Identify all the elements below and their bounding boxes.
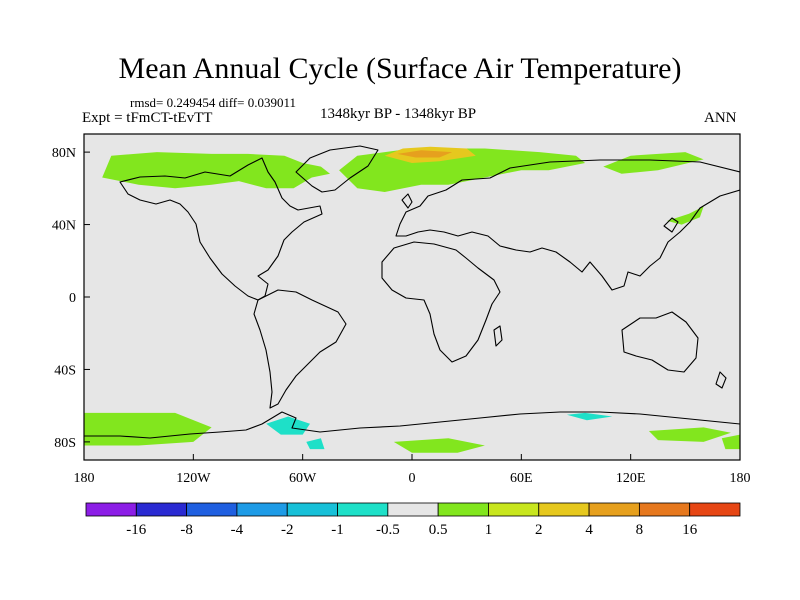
coastline-japan: [663, 217, 679, 233]
coastline-uk: [401, 193, 413, 209]
colorbar-swatch-3: [236, 502, 288, 517]
colorbar-swatch-2: [186, 502, 238, 517]
x-tick-label-6: 180: [730, 471, 751, 486]
x-tick-label-5: 120E: [616, 471, 646, 486]
y-tick-label-4: 80S: [54, 436, 76, 451]
y-tick-label-1: 40N: [52, 219, 76, 234]
experiment-label: Expt = tFmCT-tEvTT: [82, 110, 213, 126]
colorbar-label-10: 8: [636, 522, 644, 538]
anomaly-region-12: [306, 438, 325, 450]
coastline-eurasia: [395, 159, 740, 291]
colorbar-swatch-4: [286, 502, 338, 517]
coastline-north-america: [119, 157, 323, 301]
colorbar-label-5: -0.5: [376, 522, 400, 538]
colorbar-label-3: -2: [281, 522, 294, 538]
anomaly-region-7: [721, 434, 740, 450]
colorbar-swatch-5: [337, 502, 389, 517]
y-tick-label-0: 80N: [52, 146, 76, 161]
coastline-new-zealand: [715, 371, 727, 389]
y-tick-label-2: 0: [69, 291, 76, 306]
season-label: ANN: [704, 110, 737, 126]
colorbar-swatch-12: [689, 502, 741, 517]
y-tick-label-3: 40S: [54, 363, 76, 378]
coastline-madagascar: [493, 325, 503, 347]
anomaly-region-6: [648, 427, 731, 442]
colorbar-swatch-1: [135, 502, 188, 517]
x-tick-label-2: 60W: [289, 471, 317, 486]
coastline-australia: [621, 311, 699, 373]
x-tick-label-4: 60E: [510, 471, 533, 486]
x-tick-label-3: 0: [409, 471, 416, 486]
x-tick-label-0: 180: [74, 471, 95, 486]
colorbar-swatch-8: [488, 502, 540, 517]
coastline-south-america: [253, 289, 347, 409]
anomaly-region-11: [566, 412, 613, 421]
colorbar-label-7: 1: [485, 522, 493, 538]
period-label: 1348kyr BP - 1348kyr BP: [320, 106, 477, 122]
anomaly-region-9: [397, 150, 453, 158]
coastline-greenland: [295, 145, 379, 193]
colorbar-swatch-9: [538, 502, 590, 517]
coastline-antarctica: [84, 411, 740, 439]
chart-title: Mean Annual Cycle (Surface Air Temperatu…: [118, 52, 682, 85]
colorbar-label-8: 2: [535, 522, 543, 538]
colorbar-label-11: 16: [682, 522, 698, 538]
colorbar-swatch-7: [437, 502, 489, 517]
colorbar-label-6: 0.5: [429, 522, 448, 538]
colorbar-label-1: -8: [180, 522, 193, 538]
anomaly-region-10: [266, 416, 310, 435]
colorbar-swatch-0: [85, 502, 137, 517]
colorbar-label-0: -16: [126, 522, 146, 538]
coastline-africa: [381, 241, 501, 363]
anomaly-region-4: [84, 412, 212, 446]
anomaly-region-5: [393, 438, 485, 453]
x-tick-label-1: 120W: [176, 471, 211, 486]
colorbar-label-4: -1: [331, 522, 344, 538]
colorbar-label-9: 4: [585, 522, 593, 538]
stats-label: rmsd= 0.249454 diff= 0.039011: [130, 95, 296, 110]
anomaly-region-3: [667, 206, 704, 225]
colorbar-label-2: -4: [231, 522, 244, 538]
colorbar-swatch-10: [588, 502, 640, 517]
colorbar-swatch-11: [638, 502, 691, 517]
anomaly-region-2: [603, 152, 704, 174]
colorbar-swatch-6: [387, 502, 439, 517]
map-background: [84, 134, 740, 460]
